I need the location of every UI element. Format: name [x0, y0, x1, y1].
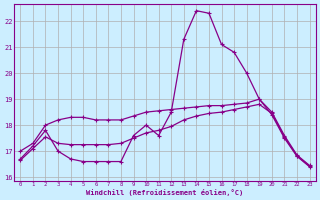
X-axis label: Windchill (Refroidissement éolien,°C): Windchill (Refroidissement éolien,°C): [86, 189, 244, 196]
